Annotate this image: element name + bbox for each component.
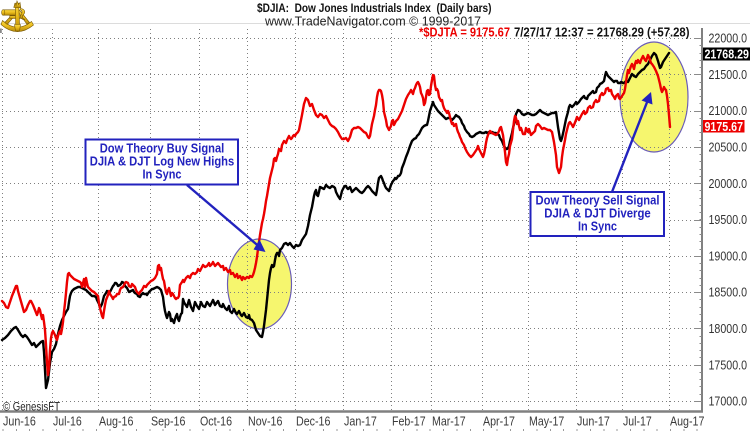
- svg-text:Nov-16: Nov-16: [248, 414, 282, 429]
- svg-text:$DJIA: Dow Jones Industrials: $DJIA: Dow Jones Industrials Index (Dail…: [257, 3, 492, 15]
- svg-text:19500.0: 19500.0: [709, 212, 748, 227]
- svg-text:21000.0: 21000.0: [709, 103, 748, 118]
- svg-text:*$DJTA = 9175.67: *$DJTA = 9175.67: [419, 25, 510, 40]
- svg-text:20500.0: 20500.0: [709, 140, 748, 155]
- svg-text:7/27/17 12:37 = 21768.29 (+57.: 7/27/17 12:37 = 21768.29 (+57.28): [514, 25, 690, 40]
- svg-text:DJIA & DJT Diverge: DJIA & DJT Diverge: [544, 206, 651, 221]
- svg-text:22000.0: 22000.0: [709, 31, 748, 46]
- svg-text:20000.0: 20000.0: [709, 176, 748, 191]
- svg-text:9175.67: 9175.67: [705, 119, 744, 134]
- svg-text:Apr-17: Apr-17: [483, 414, 515, 429]
- svg-text:May-17: May-17: [529, 414, 564, 429]
- svg-text:Dec-16: Dec-16: [296, 414, 330, 429]
- svg-text:18500.0: 18500.0: [709, 285, 748, 300]
- svg-text:Aug-17: Aug-17: [670, 414, 704, 429]
- svg-text:In Sync: In Sync: [143, 167, 182, 182]
- svg-text:Jun-17: Jun-17: [577, 414, 610, 429]
- svg-text:17500.0: 17500.0: [709, 357, 748, 372]
- svg-text:© GenesisFT: © GenesisFT: [3, 402, 60, 414]
- svg-text:Dow Theory Buy Signal: Dow Theory Buy Signal: [100, 141, 225, 156]
- svg-text:Oct-16: Oct-16: [200, 414, 232, 429]
- svg-text:www.TradeNavigator.com © 1999-: www.TradeNavigator.com © 1999-2017: [264, 14, 481, 29]
- svg-text:18000.0: 18000.0: [709, 321, 748, 336]
- svg-text:19000.0: 19000.0: [709, 248, 748, 263]
- svg-text:17000.0: 17000.0: [709, 394, 748, 409]
- svg-text:Dow Theory Sell Signal: Dow Theory Sell Signal: [536, 193, 660, 208]
- svg-text:DJIA & DJT Log New Highs: DJIA & DJT Log New Highs: [90, 154, 235, 169]
- svg-text:21500.0: 21500.0: [709, 67, 748, 82]
- svg-text:Jun-16: Jun-16: [3, 414, 36, 429]
- svg-text:Sep-16: Sep-16: [151, 414, 185, 429]
- svg-text:Jan-17: Jan-17: [344, 414, 377, 429]
- svg-text:Jul-16: Jul-16: [53, 414, 82, 429]
- svg-text:Feb-17: Feb-17: [392, 414, 426, 429]
- svg-text:In Sync: In Sync: [578, 219, 617, 234]
- svg-text:Aug-16: Aug-16: [99, 414, 133, 429]
- svg-text:Jul-17: Jul-17: [623, 414, 652, 429]
- svg-text:Mar-17: Mar-17: [432, 414, 466, 429]
- svg-text:21768.29: 21768.29: [705, 47, 750, 62]
